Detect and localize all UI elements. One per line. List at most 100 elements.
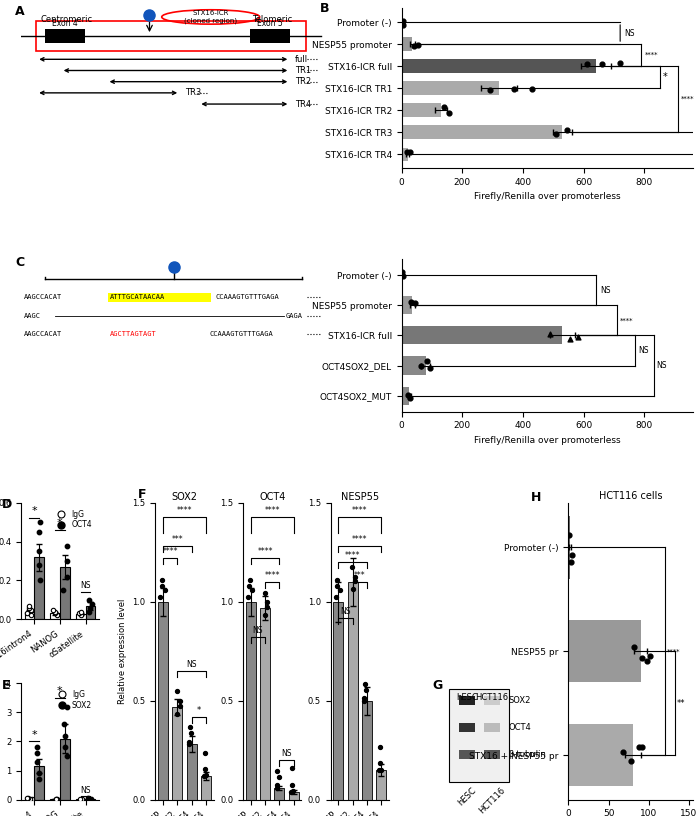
Point <box>199 746 211 759</box>
Point <box>359 692 370 705</box>
Bar <box>402 104 441 117</box>
Point <box>335 583 346 596</box>
Point <box>85 792 96 805</box>
Point <box>244 574 256 587</box>
Bar <box>201 776 211 800</box>
Point <box>564 529 575 542</box>
Point <box>49 607 60 620</box>
Point <box>416 359 427 372</box>
Text: full: full <box>295 55 308 64</box>
Point <box>22 792 34 805</box>
Point <box>83 593 94 606</box>
Point <box>34 526 45 539</box>
Title: HCT116 cells: HCT116 cells <box>599 490 662 501</box>
Point <box>484 84 495 97</box>
Point <box>405 392 416 405</box>
Point <box>33 545 44 558</box>
Bar <box>50 799 60 800</box>
Bar <box>402 82 498 95</box>
Text: HCT116: HCT116 <box>475 693 508 702</box>
Bar <box>568 724 633 786</box>
Point <box>159 583 170 596</box>
Bar <box>85 799 95 800</box>
Text: β-tubulin: β-tubulin <box>508 750 547 759</box>
Point <box>405 145 416 158</box>
Text: hESC: hESC <box>456 693 477 702</box>
Point <box>24 792 35 805</box>
Point <box>374 740 386 753</box>
Legend: IgG, SOX2: IgG, SOX2 <box>51 687 95 712</box>
Point <box>23 601 34 614</box>
Text: ***: *** <box>354 571 365 580</box>
Point <box>62 700 73 713</box>
Point <box>402 388 413 401</box>
Point <box>331 579 342 592</box>
Text: NS: NS <box>80 581 91 590</box>
Point <box>273 770 284 783</box>
Text: AGCTTAGTAGT: AGCTTAGTAGT <box>110 331 157 337</box>
Point <box>186 726 197 739</box>
Point <box>52 609 63 622</box>
Point <box>637 741 648 754</box>
Point <box>634 741 645 754</box>
Point <box>61 539 72 552</box>
Text: TR2: TR2 <box>295 78 311 86</box>
Point <box>564 332 575 345</box>
Point <box>373 764 384 777</box>
Bar <box>187 744 197 800</box>
Bar <box>34 766 44 800</box>
Bar <box>50 614 60 619</box>
Point <box>60 730 71 743</box>
Point <box>545 327 556 340</box>
Bar <box>260 608 270 800</box>
Point <box>50 792 62 805</box>
Text: H: H <box>531 491 541 504</box>
Bar <box>158 602 168 800</box>
Text: AAGCCACAT: AAGCCACAT <box>24 331 62 337</box>
Point <box>272 765 283 778</box>
Bar <box>25 799 34 800</box>
Point <box>637 651 648 664</box>
Point <box>25 609 36 622</box>
Point <box>83 605 94 618</box>
Point <box>346 561 358 574</box>
Point <box>62 555 73 568</box>
Point <box>184 721 195 734</box>
Text: Exon 4: Exon 4 <box>52 19 78 28</box>
Point <box>330 590 342 603</box>
Point <box>174 694 186 707</box>
Bar <box>377 770 386 800</box>
Point <box>198 769 209 783</box>
Point <box>259 586 270 599</box>
Point <box>566 548 578 561</box>
Point <box>172 685 183 698</box>
Point <box>396 265 407 278</box>
Point <box>83 792 94 805</box>
Text: F: F <box>138 488 146 501</box>
Text: AAGCCACAT: AAGCCACAT <box>24 295 62 300</box>
Point <box>76 792 88 805</box>
Bar <box>34 557 44 619</box>
Point <box>156 574 167 587</box>
Point <box>581 57 592 70</box>
Point <box>526 83 538 96</box>
Point <box>59 741 70 754</box>
Point <box>22 792 33 805</box>
Text: *: * <box>663 72 667 82</box>
Text: ****: **** <box>177 506 192 515</box>
Text: CCAAAGTGTTTGAGA: CCAAAGTGTTTGAGA <box>216 295 279 300</box>
Point <box>332 574 343 587</box>
Text: ****: **** <box>345 552 361 561</box>
Text: TR1: TR1 <box>295 66 311 75</box>
Point <box>74 607 85 620</box>
Bar <box>402 296 412 314</box>
Text: ****: **** <box>265 571 280 580</box>
Point <box>398 19 409 32</box>
Text: G: G <box>433 679 442 692</box>
Point <box>34 767 45 780</box>
Text: NS: NS <box>624 29 635 38</box>
Point <box>174 699 186 712</box>
Bar <box>402 148 407 161</box>
Text: Centromeric: Centromeric <box>41 15 93 24</box>
Bar <box>85 605 95 619</box>
